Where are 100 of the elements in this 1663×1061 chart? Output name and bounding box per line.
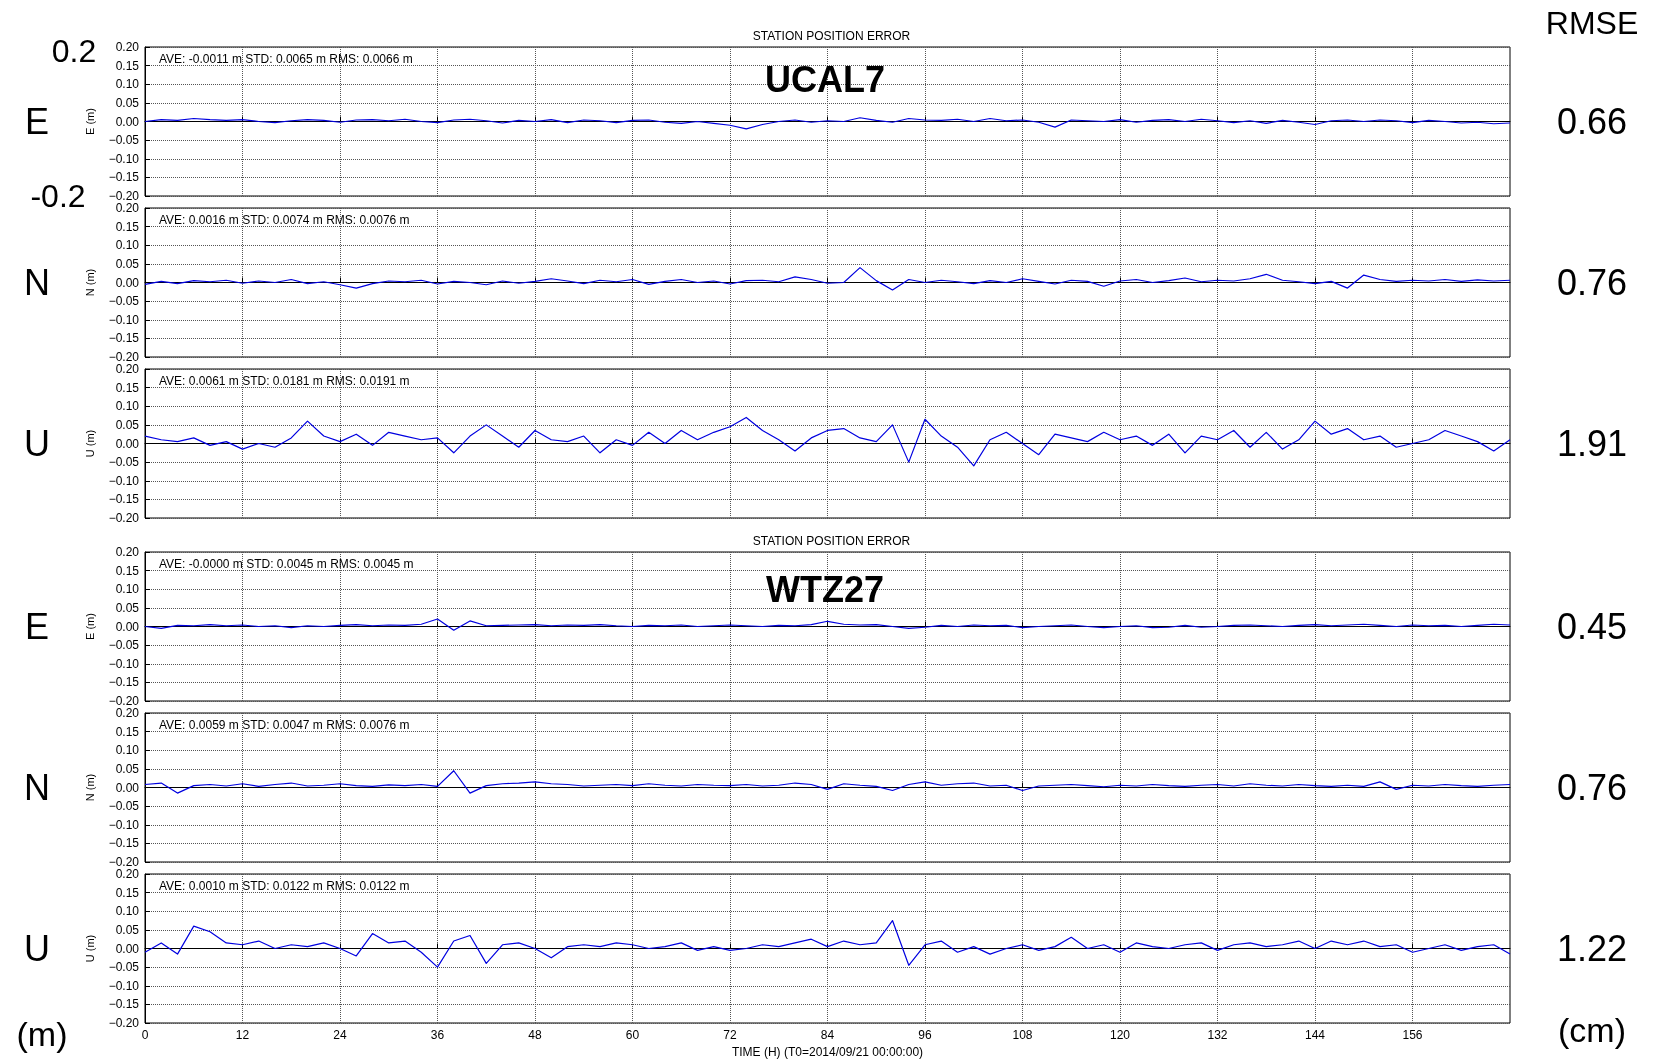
x-tick-label: 12	[235, 1028, 250, 1042]
y-tick-label: 0.20	[115, 867, 140, 881]
text: U	[24, 928, 50, 969]
y-tick-label: −0.05	[108, 455, 140, 470]
y-axis-title: N (m)	[83, 268, 96, 297]
y-tick-label: −0.10	[108, 656, 140, 671]
chart-title: STATION POSITION ERROR	[752, 534, 911, 548]
y-tick-label: −0.20	[108, 855, 140, 869]
y-tick-label: 0.15	[115, 219, 140, 234]
text: RMSE	[1545, 5, 1639, 41]
y-tick-label: 0.05	[115, 417, 140, 432]
x-tick-label: 156	[1402, 1028, 1423, 1042]
text: (m)	[16, 1015, 68, 1053]
text: 1.22	[1556, 928, 1628, 969]
y-tick-label: −0.15	[108, 997, 140, 1012]
y-tick-label: −0.10	[108, 978, 140, 993]
y-tick-label: 0.05	[115, 922, 140, 937]
x-tick-label: 72	[723, 1028, 737, 1042]
x-tick-label: 36	[430, 1028, 445, 1042]
y-tick-label: 0.00	[115, 619, 140, 634]
y-tick-label: −0.15	[108, 836, 140, 851]
y-tick-label: −0.20	[108, 511, 140, 525]
annotation: AVE: 0.0061 m STD: 0.0181 m RMS: 0.0191 m	[159, 374, 410, 388]
y-tick-label: 0.00	[115, 114, 140, 129]
y-tick-label: −0.10	[108, 312, 140, 327]
line-series	[144, 267, 1511, 291]
y-tick-label: −0.05	[108, 133, 140, 148]
y-tick-label: 0.20	[115, 706, 140, 720]
y-tick-label: −0.10	[108, 151, 140, 166]
y-tick-label: 0.15	[115, 380, 140, 395]
text: N	[24, 262, 50, 303]
x-tick-label: 84	[820, 1028, 835, 1042]
text: 0.2	[51, 33, 97, 69]
y-tick-label: 0.00	[115, 780, 140, 795]
y-tick-label: −0.15	[108, 170, 140, 185]
y-axis-title: U (m)	[83, 934, 96, 963]
y-axis-title: E (m)	[83, 613, 96, 640]
y-tick-label: −0.20	[108, 694, 140, 708]
y-tick-label: −0.10	[108, 817, 140, 832]
text: E	[24, 606, 50, 647]
text: 0.76	[1556, 262, 1628, 303]
line-series	[144, 770, 1511, 794]
x-tick-label: 24	[333, 1028, 347, 1042]
y-tick-label: 0.10	[115, 399, 140, 414]
y-tick-label: −0.10	[108, 473, 140, 488]
annotation: WTZ27	[765, 568, 885, 610]
text: N	[24, 767, 50, 808]
y-tick-label: −0.20	[108, 1016, 140, 1030]
y-tick-label: 0.15	[115, 58, 140, 73]
text: 0.66	[1556, 101, 1628, 142]
y-tick-label: 0.05	[115, 761, 140, 776]
annotation: UCAL7	[764, 58, 886, 100]
y-tick-label: −0.15	[108, 675, 140, 690]
y-tick-label: 0.15	[115, 563, 140, 578]
y-tick-label: 0.00	[115, 436, 140, 451]
y-tick-label: −0.15	[108, 492, 140, 507]
y-tick-label: 0.10	[115, 743, 140, 758]
annotation: AVE: -0.0000 m STD: 0.0045 m RMS: 0.0045 m	[159, 557, 414, 571]
y-tick-label: −0.05	[108, 294, 140, 309]
y-tick-label: −0.15	[108, 331, 140, 346]
y-tick-label: −0.20	[108, 350, 140, 364]
y-tick-label: 0.10	[115, 77, 140, 92]
line-series	[144, 919, 1511, 968]
x-tick-label: 96	[918, 1028, 932, 1042]
annotation: AVE: 0.0059 m STD: 0.0047 m RMS: 0.0076 m	[159, 718, 410, 732]
x-tick-label: 120	[1109, 1028, 1131, 1042]
y-tick-label: 0.15	[115, 885, 140, 900]
y-tick-label: 0.20	[115, 545, 140, 559]
text: 0.45	[1556, 606, 1628, 647]
y-tick-label: 0.00	[115, 941, 140, 956]
y-tick-label: 0.05	[115, 95, 140, 110]
y-tick-label: 0.10	[115, 238, 140, 253]
y-tick-label: 0.05	[115, 600, 140, 615]
text: -0.2	[30, 178, 86, 214]
text: 0.76	[1556, 767, 1628, 808]
x-tick-label: 108	[1012, 1028, 1033, 1042]
annotation: AVE: -0.0011 m STD: 0.0065 m RMS: 0.0066 m	[159, 52, 413, 66]
text: U	[24, 423, 50, 464]
y-tick-label: 0.20	[115, 201, 140, 215]
annotation: AVE: 0.0016 m STD: 0.0074 m RMS: 0.0076 m	[159, 213, 410, 227]
text: E	[24, 101, 50, 142]
y-tick-label: 0.20	[115, 362, 140, 376]
y-tick-label: 0.10	[115, 582, 140, 597]
x-tick-label: 48	[528, 1028, 542, 1042]
line-series	[144, 618, 1511, 631]
y-axis-title: U (m)	[83, 429, 96, 458]
text: (cm)	[1558, 1011, 1626, 1049]
annotation: AVE: 0.0010 m STD: 0.0122 m RMS: 0.0122 m	[159, 879, 410, 893]
y-tick-label: −0.20	[108, 189, 140, 203]
chart-title: STATION POSITION ERROR	[752, 29, 911, 43]
x-tick-label: 132	[1207, 1028, 1228, 1042]
y-tick-label: −0.05	[108, 960, 140, 975]
y-tick-label: 0.05	[115, 256, 140, 271]
x-tick-label: 60	[625, 1028, 640, 1042]
x-tick-label: 144	[1304, 1028, 1326, 1042]
text: 1.91	[1556, 423, 1628, 464]
y-tick-label: 0.00	[115, 275, 140, 290]
line-series	[144, 416, 1511, 467]
y-tick-label: −0.05	[108, 638, 140, 653]
y-axis-title: E (m)	[83, 108, 96, 135]
